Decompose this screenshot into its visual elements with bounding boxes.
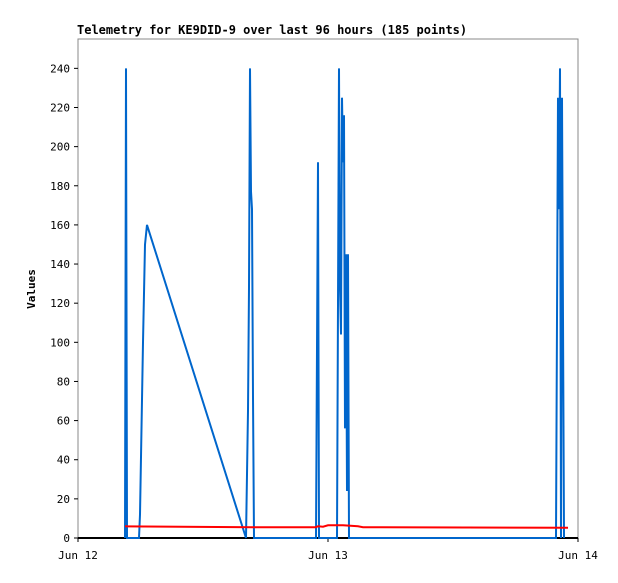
y-tick-label: 120 (50, 297, 70, 310)
chart-title: Telemetry for KE9DID-9 over last 96 hour… (77, 23, 467, 37)
y-tick-label: 60 (57, 415, 70, 428)
y-tick-label: 0 (63, 532, 70, 545)
x-tick-label: Jun 13 (308, 549, 348, 562)
series-line (124, 68, 565, 539)
y-tick-label: 160 (50, 219, 70, 232)
y-tick-label: 180 (50, 180, 70, 193)
x-tick-label: Jun 12 (58, 549, 98, 562)
y-tick-label: 140 (50, 258, 70, 271)
y-tick-label: 40 (57, 454, 70, 467)
y-tick-label: 240 (50, 62, 70, 75)
y-tick-label: 220 (50, 101, 70, 114)
y-tick-label: 80 (57, 375, 70, 388)
y-tick-label: 20 (57, 493, 70, 506)
y-axis-label: Values (25, 269, 38, 309)
x-tick-label: Jun 14 (558, 549, 598, 562)
y-tick-label: 100 (50, 336, 70, 349)
y-tick-label: 200 (50, 141, 70, 154)
series-line (124, 524, 569, 529)
